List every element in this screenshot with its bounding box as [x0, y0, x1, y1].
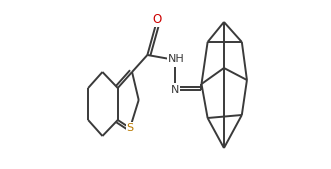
Text: N: N — [170, 85, 179, 95]
Text: NH: NH — [168, 54, 185, 64]
Text: O: O — [152, 13, 161, 26]
Text: S: S — [126, 123, 134, 133]
